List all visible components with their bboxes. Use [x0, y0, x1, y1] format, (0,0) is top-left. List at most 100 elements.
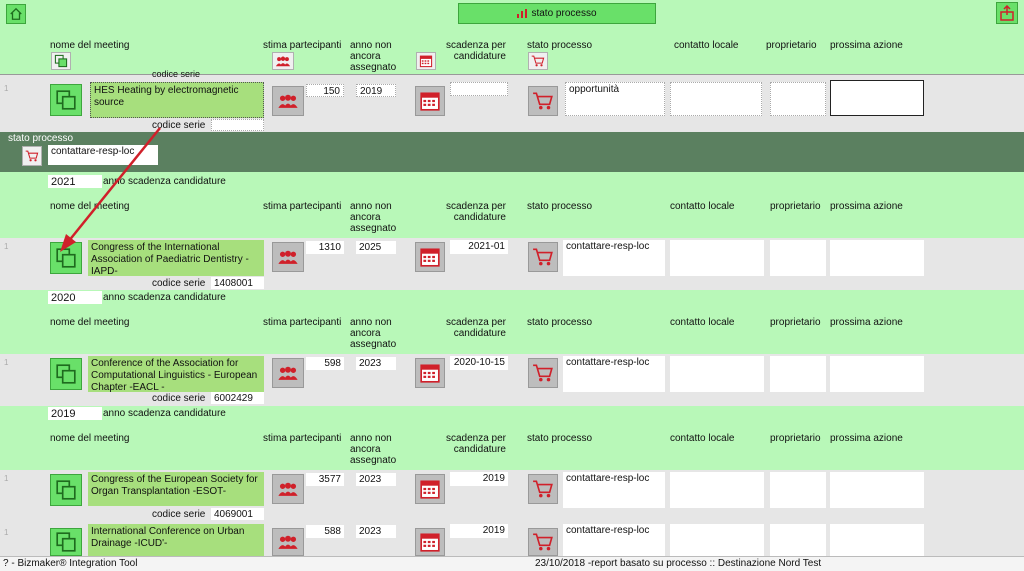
scadenza-field[interactable] [450, 82, 508, 96]
home-icon [10, 7, 22, 20]
meeting-title[interactable]: Congress of the European Society for Org… [88, 472, 264, 506]
cart-button[interactable] [528, 86, 558, 116]
azione-field[interactable] [830, 524, 924, 556]
meeting-title[interactable]: HES Heating by electromagnetic source [90, 82, 264, 118]
anno-field[interactable]: 2025 [356, 241, 396, 254]
proprietario-field[interactable] [770, 240, 826, 276]
stima-field[interactable]: 3577 [306, 473, 344, 486]
stato-field[interactable]: opportunità [565, 82, 665, 116]
header-azione: prossima azione [830, 433, 903, 444]
cart-button[interactable] [528, 242, 558, 272]
overflow-codice-label: codice serie [152, 69, 201, 79]
contatto-field[interactable] [670, 472, 764, 508]
stima-field[interactable]: 150 [306, 84, 344, 97]
stima-field[interactable]: 588 [306, 525, 344, 538]
header-calendar-button[interactable] [416, 52, 436, 70]
anno-field[interactable]: 2023 [356, 473, 396, 486]
header-scadenza: scadenza per candidature [445, 317, 506, 339]
calendar-button[interactable] [415, 86, 445, 116]
azione-field[interactable] [830, 356, 924, 392]
codice-label: codice serie [152, 120, 206, 131]
meeting-title[interactable]: Conference of the Association for Comput… [88, 356, 264, 393]
contatto-field[interactable] [670, 82, 762, 116]
copy-button[interactable] [50, 474, 82, 506]
header-stima: stima partecipanti [263, 317, 342, 328]
codice-field[interactable]: 1408001 [211, 277, 264, 289]
copy-button[interactable] [50, 84, 82, 116]
people-button[interactable] [272, 358, 304, 388]
stato-field[interactable]: contattare-resp-loc [563, 356, 665, 392]
header-azione: prossima azione [830, 40, 903, 51]
header-contatto: contatto locale [670, 317, 735, 328]
stato-field[interactable]: contattare-resp-loc [563, 524, 665, 556]
people-button[interactable] [272, 242, 304, 272]
stima-field[interactable]: 598 [306, 357, 344, 370]
azione-field[interactable] [830, 240, 924, 276]
header-stima: stima partecipanti [263, 201, 342, 212]
scadenza-field[interactable]: 2020-10-15 [450, 356, 508, 370]
header-copy-button[interactable] [51, 52, 71, 70]
copy-button[interactable] [50, 358, 82, 390]
meeting-title[interactable]: Congress of the International Associatio… [88, 240, 264, 277]
year-label: anno scadenza candidature [103, 408, 226, 419]
header-stima: stima partecipanti [263, 40, 342, 51]
home-button[interactable] [6, 4, 26, 24]
header-proprietario: proprietario [770, 317, 821, 328]
export-button[interactable] [996, 2, 1018, 24]
codice-field[interactable] [211, 119, 264, 131]
stato-field[interactable]: contattare-resp-loc [563, 472, 665, 508]
header-scadenza: scadenza per candidature [445, 40, 506, 62]
cart-button[interactable] [528, 528, 558, 556]
year-field: 2020 [48, 291, 102, 304]
copy-button[interactable] [50, 528, 82, 556]
header-stato: stato processo [527, 317, 593, 328]
meeting-title[interactable]: International Conference on Urban Draina… [88, 524, 264, 556]
group-cart-button[interactable] [22, 146, 42, 166]
year-field: 2019 [48, 407, 102, 420]
people-button[interactable] [272, 86, 304, 116]
codice-field[interactable]: 6002429 [211, 392, 264, 404]
anno-field[interactable]: 2023 [356, 525, 396, 538]
header-azione: prossima azione [830, 317, 903, 328]
scadenza-field[interactable]: 2019 [450, 472, 508, 486]
proprietario-field[interactable] [770, 356, 826, 392]
proprietario-field[interactable] [770, 524, 826, 556]
status-right: 23/10/2018 -report basato su processo ::… [535, 558, 822, 569]
calendar-button[interactable] [415, 474, 445, 504]
header-anno: anno non ancora assegnato [350, 40, 397, 73]
calendar-button[interactable] [415, 528, 445, 556]
header-cart-button[interactable] [528, 52, 548, 70]
anno-field[interactable]: 2023 [356, 357, 396, 370]
azione-field[interactable] [830, 80, 924, 116]
azione-field[interactable] [830, 472, 924, 508]
codice-label: codice serie [152, 393, 206, 404]
calendar-button[interactable] [415, 242, 445, 272]
header-scadenza: scadenza per candidature [445, 433, 506, 455]
calendar-button[interactable] [415, 358, 445, 388]
process-status-button[interactable]: stato processo [458, 3, 656, 24]
header-people-button[interactable] [272, 52, 294, 70]
cart-button[interactable] [528, 358, 558, 388]
header-proprietario: proprietario [770, 433, 821, 444]
anno-field[interactable]: 2019 [356, 84, 396, 97]
proprietario-field[interactable] [770, 472, 826, 508]
group-value: contattare-resp-loc [48, 145, 158, 165]
header-contatto: contatto locale [670, 433, 735, 444]
people-button[interactable] [272, 474, 304, 504]
codice-label: codice serie [152, 509, 206, 520]
scadenza-field[interactable]: 2021-01 [450, 240, 508, 254]
cart-button[interactable] [528, 474, 558, 504]
export-icon [1000, 5, 1014, 21]
proprietario-field[interactable] [770, 82, 826, 116]
codice-field[interactable]: 4069001 [211, 508, 264, 520]
contatto-field[interactable] [670, 356, 764, 392]
contatto-field[interactable] [670, 240, 764, 276]
contatto-field[interactable] [670, 524, 764, 556]
people-button[interactable] [272, 528, 304, 556]
stato-field[interactable]: contattare-resp-loc [563, 240, 665, 276]
row-number: 1 [4, 84, 9, 93]
scadenza-field[interactable]: 2019 [450, 524, 508, 538]
header-nome: nome del meeting [50, 317, 130, 328]
stima-field[interactable]: 1310 [306, 241, 344, 254]
